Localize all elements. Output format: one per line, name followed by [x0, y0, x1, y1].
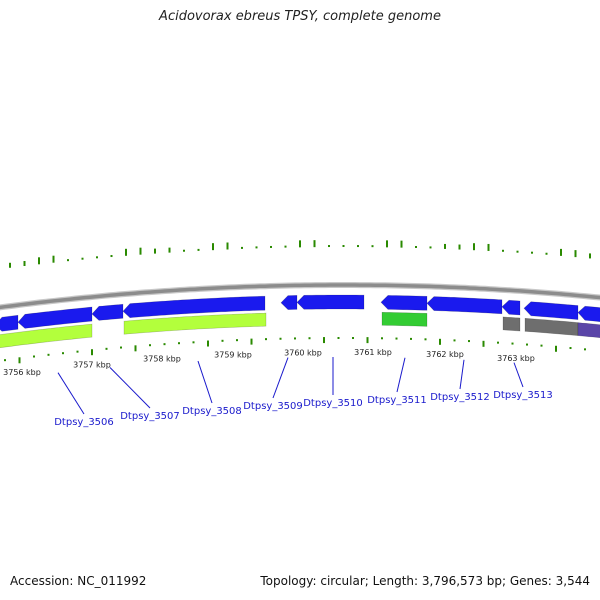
scale-label: 3758 kbp — [143, 354, 181, 363]
gene-arrow — [17, 306, 93, 329]
gene-arrow — [426, 296, 503, 315]
gene-arrow — [501, 299, 521, 316]
gene-label: Dtpsy_3507 — [120, 411, 180, 422]
scale-label: 3760 kbp — [284, 348, 322, 357]
accession-text: Accession: NC_011992 — [10, 574, 147, 588]
cds-block — [123, 312, 267, 335]
scale-label: 3762 kbp — [426, 350, 464, 359]
scale-label: 3759 kbp — [214, 350, 252, 359]
leader-line — [272, 357, 289, 399]
gene-label: Dtpsy_3510 — [303, 398, 363, 409]
gene-arrow — [122, 295, 266, 319]
cds-block — [524, 317, 579, 336]
gene-arrow — [0, 314, 19, 332]
gene-arrow — [296, 294, 365, 310]
leader-line — [57, 372, 85, 415]
genome-summary-text: Topology: circular; Length: 3,796,573 bp… — [260, 574, 590, 588]
gc-skew-track — [4, 240, 591, 364]
gene-label: Dtpsy_3512 — [430, 392, 490, 403]
leader-line — [109, 367, 151, 409]
leader-line — [513, 362, 524, 388]
gene-arrow — [91, 303, 124, 321]
feature-track — [0, 294, 600, 349]
gene-label: Dtpsy_3506 — [54, 417, 114, 428]
gene-label: Dtpsy_3509 — [243, 401, 303, 412]
gene-label: Dtpsy_3513 — [493, 390, 553, 401]
cds-block — [381, 311, 428, 327]
scale-label: 3763 kbp — [497, 354, 535, 363]
gene-label: Dtpsy_3511 — [367, 395, 427, 406]
backbone — [0, 282, 600, 311]
gene-label: Dtpsy_3508 — [182, 406, 242, 417]
gene-arrow — [577, 305, 600, 323]
cds-block — [577, 322, 600, 339]
map-title: Acidovorax ebreus TPSY, complete genome — [159, 9, 441, 24]
leader-line — [459, 359, 465, 390]
leader-line — [396, 357, 406, 393]
gene-arrow — [523, 301, 579, 320]
backbone-line — [0, 283, 600, 310]
gene-labels: Dtpsy_3506 Dtpsy_3507 Dtpsy_3508 Dtpsy_3509… — [54, 357, 553, 428]
gene-arrow — [380, 295, 428, 311]
gene-arrow — [280, 295, 298, 310]
cds-block — [0, 323, 93, 349]
cds-block — [502, 316, 521, 332]
scale-label: 3757 kbp — [73, 360, 111, 369]
scale-label: 3756 kbp — [3, 368, 41, 377]
leader-line — [197, 360, 213, 404]
scale-ticks: 3756 kbp 3757 kbp 3758 kbp 3759 kbp 3760 kbp… — [3, 348, 535, 377]
scale-label: 3761 kbp — [354, 348, 392, 357]
